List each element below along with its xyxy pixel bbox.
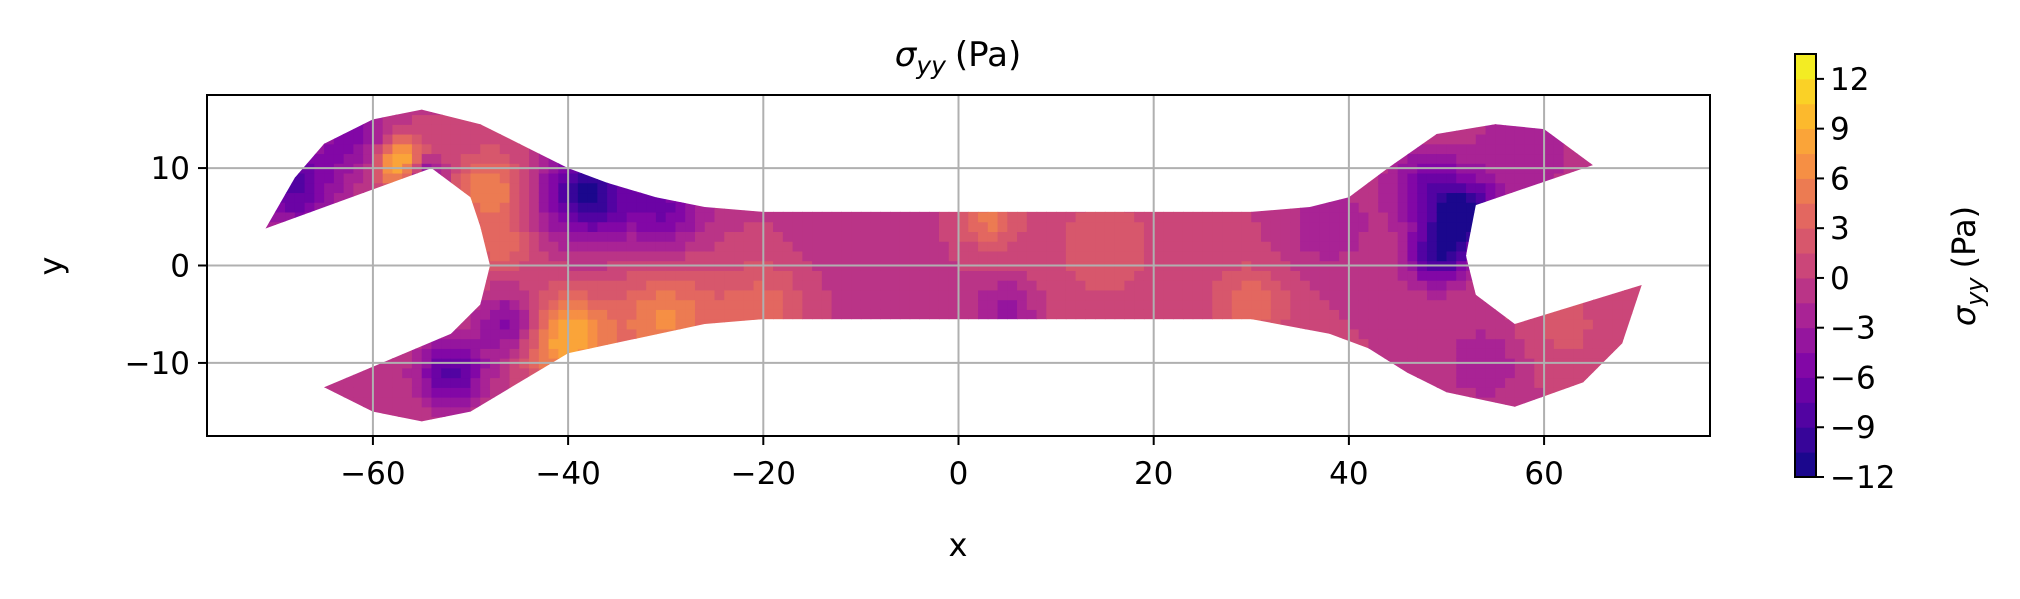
- x-tick-label: −20: [731, 456, 796, 492]
- colorbar-band: [1795, 79, 1816, 104]
- x-tick-label: 40: [1329, 456, 1368, 492]
- x-tick-label: −60: [340, 456, 405, 492]
- colorbar-band: [1795, 427, 1816, 452]
- y-tick-label: 0: [170, 249, 190, 285]
- chart-title: σyy (Pa): [895, 35, 1022, 80]
- colorbar-band: [1795, 377, 1816, 402]
- colorbar-tick-label: 9: [1830, 112, 1850, 148]
- y-axis-ticks: −10 0 10: [125, 151, 207, 382]
- x-tick-label: 60: [1524, 456, 1563, 492]
- colorbar-band: [1795, 452, 1816, 477]
- colorbar-band: [1795, 303, 1816, 328]
- y-tick-label: −10: [125, 346, 190, 382]
- colorbar-band: [1795, 402, 1816, 427]
- colorbar-tick-label: −9: [1830, 410, 1876, 446]
- colorbar-band: [1795, 129, 1816, 154]
- colorbar-band: [1795, 203, 1816, 228]
- colorbar-band: [1795, 178, 1816, 203]
- colorbar-tick-label: 0: [1830, 261, 1850, 297]
- title-symbol: σ: [895, 35, 918, 75]
- colorbar-band: [1795, 278, 1816, 303]
- y-axis-label: y: [32, 257, 70, 276]
- colorbar-band: [1795, 353, 1816, 378]
- colorbar-label-subscript: yy: [1961, 277, 1989, 307]
- colorbar-band: [1795, 54, 1816, 79]
- colorbar: −12 −9 −6 −3 0 3 6 9 12 σyy (Pa): [1795, 54, 1989, 496]
- colorbar-ticks: −12 −9 −6 −3 0 3 6 9 12: [1816, 62, 1895, 496]
- plot-area: −60 −40 −20 0 20 40 60 −10 0 10: [125, 95, 1711, 492]
- colorbar-tick-label: −6: [1830, 360, 1876, 396]
- colorbar-gradient: [1795, 54, 1816, 478]
- title-unit: (Pa): [955, 35, 1021, 75]
- colorbar-tick-label: 12: [1830, 62, 1869, 98]
- title-subscript: yy: [915, 51, 947, 80]
- colorbar-label-symbol: σ: [1945, 304, 1983, 326]
- colorbar-tick-label: 6: [1830, 161, 1850, 197]
- colorbar-band: [1795, 328, 1816, 353]
- colorbar-label: σyy (Pa): [1945, 206, 1989, 326]
- colorbar-band: [1795, 104, 1816, 129]
- x-tick-label: −40: [535, 456, 600, 492]
- colorbar-band: [1795, 154, 1816, 179]
- x-tick-label: 20: [1134, 456, 1173, 492]
- colorbar-label-unit: (Pa): [1945, 206, 1983, 268]
- colorbar-tick-label: −12: [1830, 460, 1895, 496]
- x-tick-label: 0: [949, 456, 969, 492]
- colorbar-tick-label: −3: [1830, 311, 1876, 347]
- colorbar-tick-label: 3: [1830, 211, 1850, 247]
- colorbar-band: [1795, 253, 1816, 278]
- x-axis-ticks: −60 −40 −20 0 20 40 60: [340, 436, 1564, 492]
- x-axis-label: x: [949, 526, 968, 564]
- colorbar-band: [1795, 228, 1816, 253]
- y-tick-label: 10: [151, 151, 190, 187]
